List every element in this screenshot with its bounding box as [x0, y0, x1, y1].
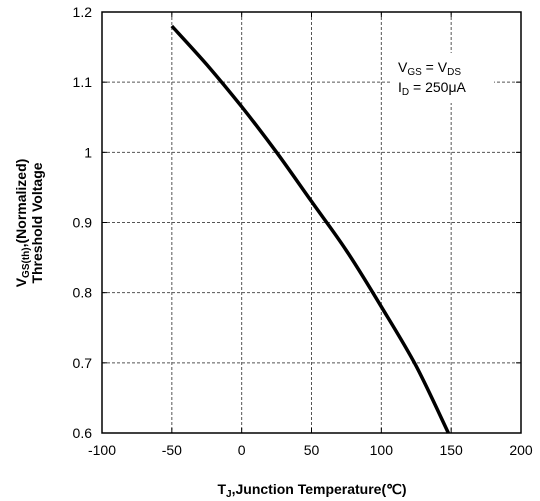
y-tick-label: 1.2 — [73, 4, 93, 20]
y-tick-label: 0.7 — [73, 355, 93, 371]
annotation-background — [391, 53, 494, 103]
annotation-line-1: VGS = VDS — [398, 59, 461, 78]
y-tick-label: 1 — [84, 144, 92, 160]
annotation-line-2: ID = 250μA — [398, 79, 467, 98]
y-tick-labels: 0.6 0.7 0.8 0.9 1 1.1 1.2 — [73, 4, 93, 441]
x-tick-labels: -100 -50 0 50 100 150 200 — [88, 442, 533, 458]
x-tick-label: 100 — [370, 442, 394, 458]
x-tick-label: 50 — [304, 442, 320, 458]
plot-frame — [101, 11, 522, 434]
threshold-voltage-curve — [170, 24, 450, 434]
y-axis-title: VGS(th),(Normalized) — [13, 159, 32, 288]
series-layer — [170, 24, 450, 434]
x-tick-label: -100 — [88, 442, 116, 458]
y-tick-label: 0.6 — [73, 425, 93, 441]
annotation-box: VGS = VDS ID = 250μA — [391, 53, 494, 103]
y-tick-label: 0.8 — [73, 285, 93, 301]
y-tick-label: 0.9 — [73, 215, 93, 231]
y-axis-title-line-2: Threshold Voltage — [29, 162, 45, 283]
y-tick-label: 1.1 — [73, 74, 93, 90]
x-tick-label: 200 — [509, 442, 533, 458]
x-tick-label: -50 — [162, 442, 182, 458]
x-axis-title: TJ,Junction Temperature(℃) — [217, 481, 406, 500]
x-tick-label: 150 — [439, 442, 463, 458]
x-tick-label: 0 — [238, 442, 246, 458]
